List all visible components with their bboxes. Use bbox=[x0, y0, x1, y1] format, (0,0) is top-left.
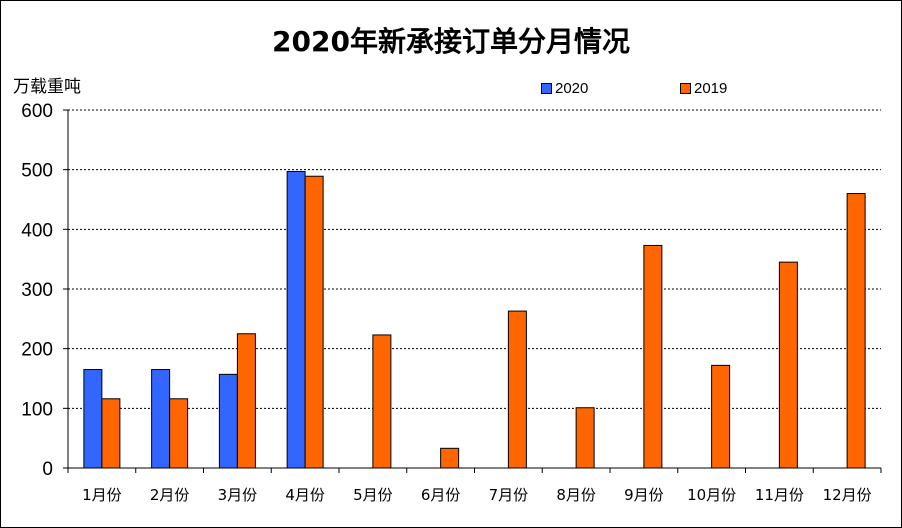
bar-2019-3 bbox=[236, 333, 256, 469]
y-tick-label-500: 500 bbox=[21, 161, 53, 182]
bar-2020-4 bbox=[286, 170, 306, 469]
bar-2019-4 bbox=[304, 175, 324, 469]
x-tick-label-12: 12月份 bbox=[823, 486, 872, 504]
y-tick-label-300: 300 bbox=[21, 280, 53, 301]
bar-2019-12 bbox=[846, 193, 866, 469]
y-tick-label-400: 400 bbox=[21, 220, 53, 241]
bar-2020-3 bbox=[218, 373, 238, 469]
y-axis-label: 万载重吨 bbox=[13, 77, 81, 97]
bar-2019-8 bbox=[575, 407, 595, 469]
x-tick-label-5: 5月份 bbox=[353, 486, 393, 504]
x-tick-label-4: 4月份 bbox=[285, 486, 325, 504]
legend-swatch-2019 bbox=[680, 83, 691, 94]
x-tick-label-3: 3月份 bbox=[218, 486, 258, 504]
bar-2019-11 bbox=[778, 261, 798, 469]
y-tick-label-0: 0 bbox=[42, 459, 53, 480]
x-tick-label-1: 1月份 bbox=[82, 486, 122, 504]
legend-entry-2020: 2020 bbox=[541, 80, 588, 97]
x-tick-label-7: 7月份 bbox=[489, 486, 529, 504]
bar-2019-1 bbox=[101, 398, 121, 469]
bar-2019-10 bbox=[711, 364, 731, 469]
x-tick-label-11: 11月份 bbox=[755, 486, 804, 504]
y-tick-label-100: 100 bbox=[21, 399, 53, 420]
x-tick-label-8: 8月份 bbox=[556, 486, 596, 504]
x-tick-label-10: 10月份 bbox=[687, 486, 736, 504]
legend-label-2020: 2020 bbox=[555, 80, 589, 97]
bar-2019-7 bbox=[507, 310, 527, 469]
bar-2019-2 bbox=[169, 398, 189, 469]
bar-2019-6 bbox=[440, 447, 460, 469]
bar-2019-5 bbox=[372, 334, 392, 469]
bar-2019-9 bbox=[643, 244, 663, 469]
legend-label-2019: 2019 bbox=[694, 80, 728, 97]
legend-swatch-2020 bbox=[541, 83, 552, 94]
y-tick-label-600: 600 bbox=[21, 101, 53, 122]
bar-2020-2 bbox=[151, 369, 171, 469]
legend-entry-2019: 2019 bbox=[680, 80, 727, 97]
chart-title: 2020年新承接订单分月情况 bbox=[272, 25, 630, 58]
x-tick-label-2: 2月份 bbox=[150, 486, 190, 504]
bar-2020-1 bbox=[83, 369, 103, 469]
y-tick-label-200: 200 bbox=[21, 340, 53, 361]
x-tick-label-9: 9月份 bbox=[624, 486, 664, 504]
x-tick-label-6: 6月份 bbox=[421, 486, 461, 504]
